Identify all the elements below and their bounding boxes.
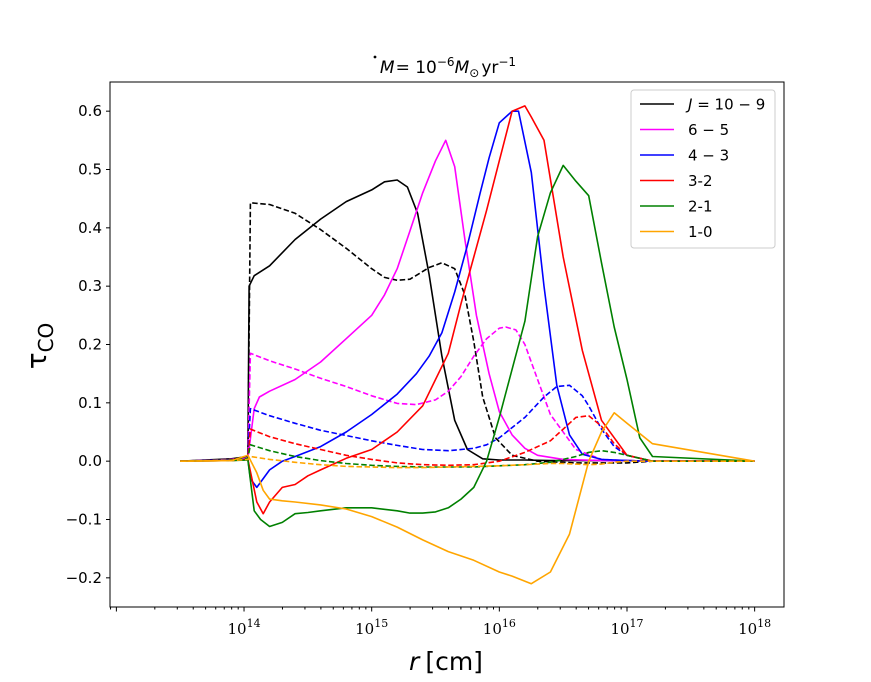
y-tick-label: 0.1 bbox=[78, 394, 102, 412]
y-tick-label: 0.4 bbox=[78, 219, 102, 237]
y-axis-ticks: −0.2 −0.1 0.0 0.1 0.2 0.3 0.4 0.5 0.6 bbox=[66, 102, 110, 587]
series-line-6 bbox=[180, 105, 755, 515]
y-tick-label: 0.2 bbox=[78, 336, 102, 354]
x-axis-ticks: 1014 1015 1016 1017 1018 bbox=[110, 607, 771, 638]
plot-lines bbox=[180, 105, 755, 585]
series-line-8 bbox=[180, 164, 755, 528]
series-line-9 bbox=[180, 443, 755, 468]
y-tick-label: 0.0 bbox=[78, 452, 102, 470]
y-tick-label: −0.2 bbox=[66, 569, 102, 587]
series-line-3 bbox=[180, 326, 755, 463]
series-line-11 bbox=[180, 455, 755, 469]
legend-label-3: 3-2 bbox=[688, 172, 713, 190]
y-tick-label: 0.3 bbox=[78, 277, 102, 295]
y-tick-label: 0.5 bbox=[78, 161, 102, 179]
legend-label-5: 1-0 bbox=[688, 223, 713, 241]
x-tick-label: 1015 bbox=[355, 617, 388, 638]
y-tick-label: −0.1 bbox=[66, 511, 102, 529]
y-axis-label: τCO bbox=[20, 323, 58, 370]
x-tick-label: 1016 bbox=[483, 617, 516, 638]
series-line-2 bbox=[180, 139, 755, 463]
chart-title: M= 10−6M⊙ yr−1 bbox=[380, 55, 516, 80]
title-mdot-accent bbox=[373, 55, 377, 59]
x-tick-label: 1014 bbox=[227, 617, 260, 638]
series-line-1 bbox=[180, 202, 755, 464]
legend-label-0: J = 10 − 9 bbox=[685, 96, 765, 114]
legend-label-4: 2-1 bbox=[688, 198, 713, 216]
x-tick-label: 1018 bbox=[738, 617, 771, 638]
legend: J = 10 − 9 6 − 5 4 − 3 3-2 2-1 1-0 bbox=[630, 89, 776, 249]
series-line-5 bbox=[180, 384, 755, 463]
series-line-4 bbox=[180, 110, 755, 489]
x-tick-label: 1017 bbox=[610, 617, 643, 638]
legend-label-1: 6 − 5 bbox=[688, 121, 729, 139]
series-line-0 bbox=[180, 179, 755, 463]
y-tick-label: 0.6 bbox=[78, 102, 102, 120]
legend-label-2: 4 − 3 bbox=[688, 147, 729, 165]
x-axis-label: r [cm] bbox=[409, 647, 483, 676]
legend-entries: J = 10 − 9 6 − 5 4 − 3 3-2 2-1 1-0 bbox=[640, 96, 765, 241]
series-line-10 bbox=[180, 411, 755, 585]
